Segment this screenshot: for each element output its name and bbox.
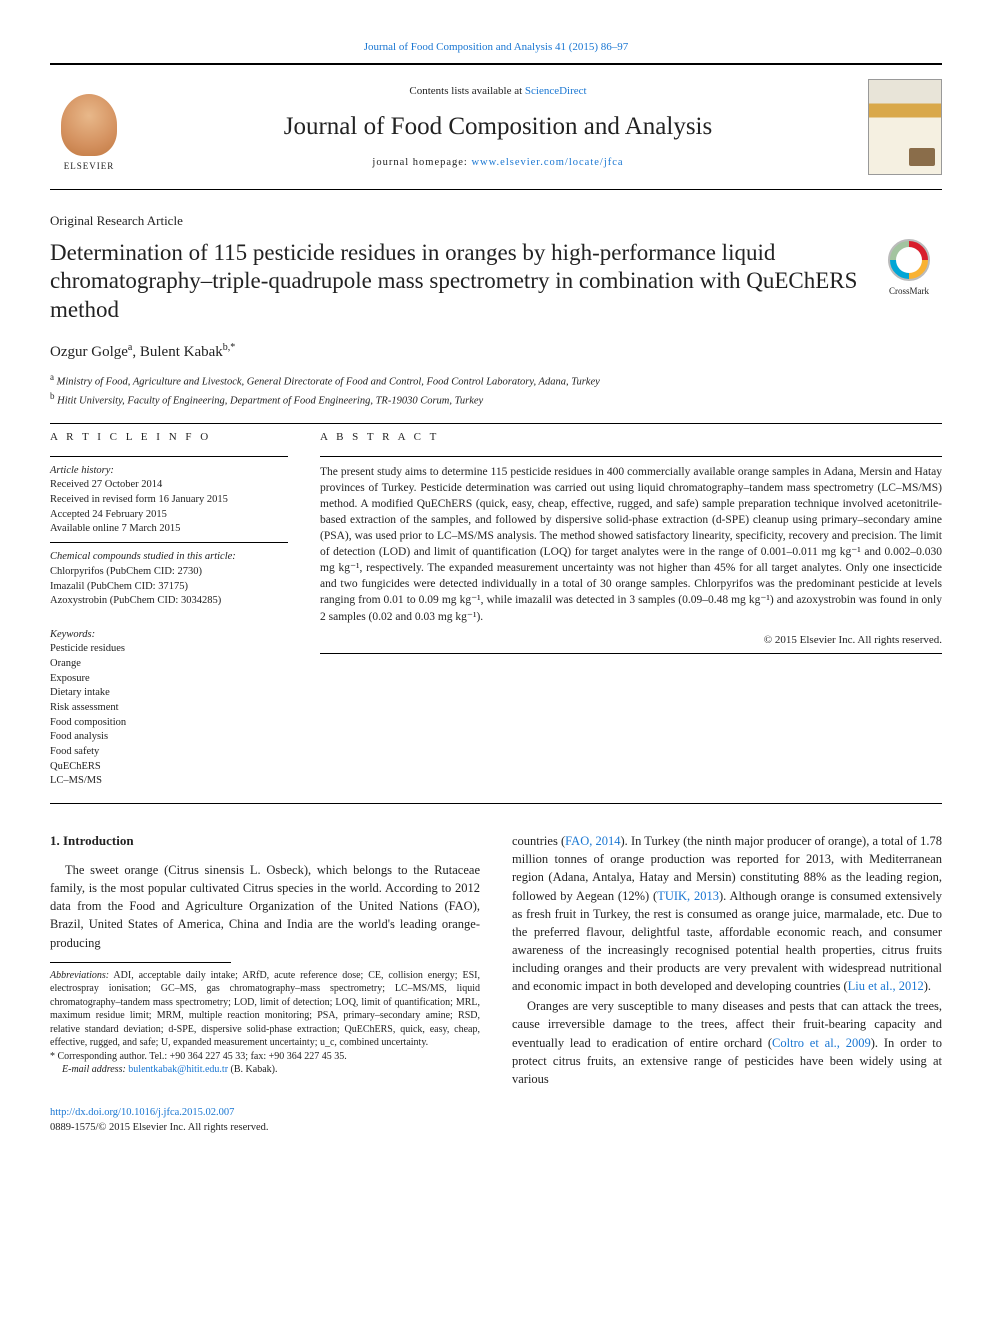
journal-cover-thumb [868,79,942,175]
footer: http://dx.doi.org/10.1016/j.jfca.2015.02… [50,1106,942,1135]
kw-7: Food safety [50,745,288,760]
abbreviations-text: ADI, acceptable daily intake; ARfD, acut… [50,970,480,1049]
intro-heading: 1. Introduction [50,832,480,851]
abstract-rule [320,456,942,457]
homepage-line: journal homepage: www.elsevier.com/locat… [144,156,852,171]
compound-2: Azoxystrobin (PubChem CID: 3034285) [50,595,221,606]
journal-name: Journal of Food Composition and Analysis [144,109,852,144]
abstract-copyright: © 2015 Elsevier Inc. All rights reserved… [320,633,942,648]
history-2: Accepted 24 February 2015 [50,509,167,520]
p2-pre: countries ( [512,834,565,848]
abstract-text: The present study aims to determine 115 … [320,464,942,625]
corresponding-author: * Corresponding author. Tel.: +90 364 22… [50,1050,480,1064]
kw-8: QuEChERS [50,760,288,775]
history-3: Available online 7 March 2015 [50,523,180,534]
history-1: Received in revised form 16 January 2015 [50,494,228,505]
keywords-label: Keywords: [50,629,95,640]
top-citation-link[interactable]: Journal of Food Composition and Analysis… [364,41,629,53]
p2-end: ). [924,979,931,993]
footnote-rule [50,962,231,963]
homepage-prefix: journal homepage: [372,157,471,168]
compounds-label: Chemical compounds studied in this artic… [50,551,236,562]
history-0: Received 27 October 2014 [50,479,162,490]
cite-liu-2012[interactable]: Liu et al., 2012 [848,979,924,993]
doi-link[interactable]: http://dx.doi.org/10.1016/j.jfca.2015.02… [50,1107,234,1118]
email-link[interactable]: bulentkabak@hitit.edu.tr [128,1064,228,1075]
footnotes: Abbreviations: ADI, acceptable daily int… [50,969,480,1077]
sciencedirect-link[interactable]: ScienceDirect [525,85,587,97]
info-rule-1 [50,456,288,457]
kw-3: Dietary intake [50,686,288,701]
compound-0: Chlorpyrifos (PubChem CID: 2730) [50,566,202,577]
publisher-logo: ELSEVIER [50,82,128,172]
article-title: Determination of 115 pesticide residues … [50,239,858,325]
cite-coltro-2009[interactable]: Coltro et al., 2009 [772,1036,871,1050]
abstract-rule-bottom [320,653,942,654]
rule-after-info [50,803,942,804]
top-citation: Journal of Food Composition and Analysis… [50,40,942,55]
kw-9: LC–MS/MS [50,774,288,789]
history-label: Article history: [50,465,114,476]
masthead: ELSEVIER Contents lists available at Sci… [50,65,942,189]
intro-para-3: Oranges are very susceptible to many dis… [512,997,942,1088]
contents-line: Contents lists available at ScienceDirec… [144,84,852,99]
elsevier-tree-icon [61,94,117,156]
contents-prefix: Contents lists available at [409,85,524,97]
rule-before-info [50,423,942,424]
article-info: A R T I C L E I N F O Article history: R… [50,430,288,793]
homepage-link[interactable]: www.elsevier.com/locate/jfca [471,157,623,168]
abstract: A B S T R A C T The present study aims t… [320,430,942,793]
kw-5: Food composition [50,716,288,731]
crossmark-label: CrossMark [889,286,929,296]
abstract-heading: A B S T R A C T [320,430,942,445]
kw-1: Orange [50,657,288,672]
intro-para-1: The sweet orange (Citrus sinensis L. Osb… [50,861,480,952]
intro-para-2: countries (FAO, 2014). In Turkey (the ni… [512,832,942,995]
affiliations: a Ministry of Food, Agriculture and Live… [50,371,942,410]
p2-mid2: ). Although orange is consumed extensive… [512,889,942,994]
body-two-column: 1. Introduction The sweet orange (Citrus… [50,832,942,1088]
cite-tuik-2013[interactable]: TUIK, 2013 [657,889,719,903]
email-suffix: (B. Kabak). [228,1064,277,1075]
kw-0: Pesticide residues [50,642,288,657]
article-info-heading: A R T I C L E I N F O [50,430,288,445]
kw-4: Risk assessment [50,701,288,716]
crossmark-icon [888,239,930,281]
kw-2: Exposure [50,672,288,687]
rule-masthead-bottom [50,189,942,190]
authors: Ozgur Golgea, Bulent Kabakb,* [50,341,942,363]
email-label: E-mail address: [62,1064,126,1075]
cite-fao-2014[interactable]: FAO, 2014 [565,834,620,848]
article-type: Original Research Article [50,212,942,230]
kw-6: Food analysis [50,730,288,745]
publisher-label: ELSEVIER [64,160,115,173]
affiliation-b: Hitit University, Faculty of Engineering… [57,396,483,407]
affiliation-a: Ministry of Food, Agriculture and Livest… [57,376,600,387]
issn-copyright: 0889-1575/© 2015 Elsevier Inc. All right… [50,1122,269,1133]
crossmark-badge[interactable]: CrossMark [876,239,942,298]
info-rule-2 [50,542,288,543]
compound-1: Imazalil (PubChem CID: 37175) [50,581,188,592]
abbreviations-label: Abbreviations: [50,970,109,981]
